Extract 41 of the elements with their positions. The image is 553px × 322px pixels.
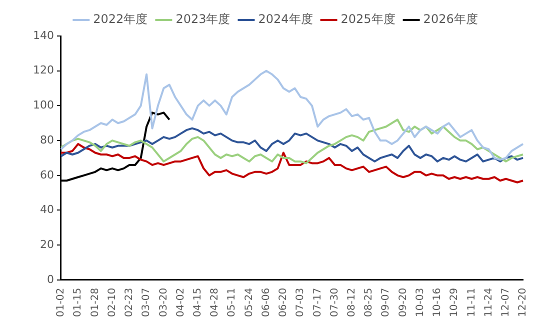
x-tick-label: 11-11 [466,288,478,318]
x-tick-label: 02-10 [106,288,118,318]
x-tick-label: 07-03 [295,288,306,318]
x-tick-label: 07-17 [312,288,324,318]
legend-label: 2025年度 [340,12,396,26]
x-tick-label: 09-20 [398,288,409,318]
x-tick-label: 05-11 [226,288,238,318]
x-tick-label: 08-12 [346,288,358,318]
y-tick-label: 40 [40,203,54,216]
y-tick-label: 20 [40,238,54,251]
legend-label: 2024年度 [258,12,313,26]
y-tick-label: 140 [32,28,54,42]
x-tick-label: 09-07 [380,288,392,318]
y-tick-label: 80 [40,133,54,146]
x-tick-label: 05-24 [244,288,255,318]
x-tick-label: 04-02 [175,288,186,318]
x-tick-label: 10-03 [414,288,426,318]
x-tick-label: 11-24 [483,288,494,318]
y-tick-label: 100 [32,98,54,112]
x-tick-label: 10-16 [432,288,444,318]
x-tick-label: 10-29 [449,288,460,318]
x-tick-label: 04-28 [210,288,221,318]
y-tick-label: 60 [40,168,54,182]
x-tick-label: 01-15 [72,288,84,318]
x-tick-label: 07-30 [329,288,340,318]
legend-label: 2026年度 [423,12,478,26]
x-tick-label: 06-06 [260,288,272,318]
x-tick-label: 01-02 [56,288,67,318]
x-tick-label: 03-20 [158,288,170,318]
y-tick-label: 0 [46,272,54,286]
x-tick-label: 01-28 [90,288,101,318]
legend-label: 2023年度 [176,12,230,26]
x-tick-label: 08-25 [364,288,375,318]
x-tick-label: 12-20 [518,288,529,318]
x-tick-label: 02-23 [124,288,136,318]
x-tick-label: 03-07 [141,288,152,318]
y-tick-label: 120 [32,64,54,77]
x-tick-label: 12-07 [500,288,512,318]
x-tick-label: 06-20 [278,288,290,318]
legend-label: 2022年度 [93,12,148,26]
x-tick-label: 04-15 [192,288,204,318]
